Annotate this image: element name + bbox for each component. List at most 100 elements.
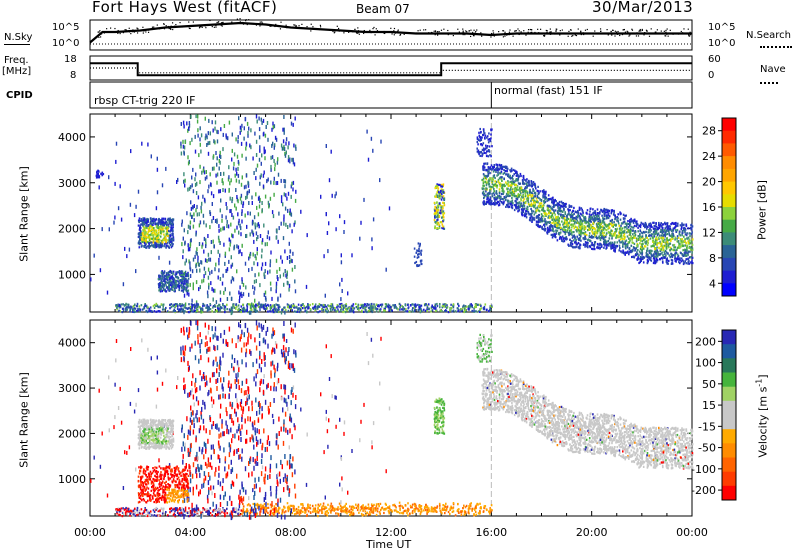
power-point [213,139,215,144]
power-point [200,209,203,214]
power-point [563,230,566,234]
x-tick-label: 20:00 [576,526,608,539]
power-point [154,219,157,222]
power-point [142,221,144,224]
power-point [211,202,213,206]
nsky-point [559,30,561,32]
power-point [212,297,214,302]
power-point [479,303,481,306]
power-point [681,238,684,241]
power-point [153,306,156,309]
power-point [264,242,266,247]
power-point [272,141,274,146]
power-point [506,167,509,170]
power-point [283,130,285,135]
power-point [340,304,343,307]
power-point [511,184,513,187]
power-point [231,213,233,217]
power-point [555,229,557,232]
power-point [648,252,651,255]
nsky-point [103,32,105,34]
power-point [262,118,265,123]
power-point [139,310,141,313]
power-point [665,240,668,243]
nsky-point [621,33,624,36]
power-point [212,305,215,308]
power-point [184,302,187,307]
power-point [153,231,156,234]
power-point [535,197,538,200]
power-point [189,141,191,146]
power-point [550,211,552,215]
power-point [449,309,451,312]
power-point [224,311,226,314]
nsky-point [616,33,619,35]
power-point [631,249,634,252]
power-point [688,262,691,265]
power-point [595,230,597,233]
power-point [401,308,403,311]
power-point [162,224,164,227]
nsky-point [688,35,691,37]
power-point [238,230,240,235]
power-point [307,306,310,309]
power-point [293,143,295,148]
power-point [689,250,691,253]
nsky-point [133,31,136,33]
power-point [320,194,322,199]
power-point [668,242,671,245]
power-point [641,235,644,238]
power-point [223,124,226,128]
power-point [159,222,162,226]
power-point [658,223,660,226]
power-point [681,234,683,237]
power-point [398,302,401,305]
power-point [522,189,524,192]
power-point [273,176,275,181]
power-point [620,222,623,225]
power-point [176,180,178,184]
power-point [161,217,163,220]
power-point [211,310,213,313]
power-point [216,162,218,167]
nsky-point [543,35,546,37]
power-point [267,270,269,275]
nsky-point [375,28,377,30]
power-point [623,231,626,234]
power-point [579,220,582,223]
power-point [174,280,177,283]
power-point [195,172,197,177]
power-point [618,224,621,227]
power-point [633,236,635,239]
power-point [118,309,120,312]
power-point [179,271,182,274]
power-point [168,280,170,283]
nsky-point [639,28,641,31]
power-point [549,209,552,212]
power-point [229,308,232,311]
nsky-point [319,26,322,28]
power-point [547,194,550,197]
power-point [263,223,265,228]
power-point [661,244,663,247]
power-point [679,262,681,265]
power-point [260,161,262,166]
nsky-point [666,28,668,30]
power-point [245,195,247,200]
power-point [512,202,514,205]
nave-label: Nave [760,64,786,75]
power-point [183,124,185,129]
x-tick-label: 08:00 [275,526,307,539]
power-point [684,231,686,234]
nsky-point [380,31,382,33]
power-point [232,234,234,239]
nsky-point [636,32,638,34]
power-point [278,305,281,308]
power-point [289,305,292,308]
nsky-point [645,29,648,31]
power-point [654,228,657,231]
power-point [238,116,240,121]
power-point [494,184,496,187]
power-point [147,227,150,230]
power-point [527,201,530,204]
